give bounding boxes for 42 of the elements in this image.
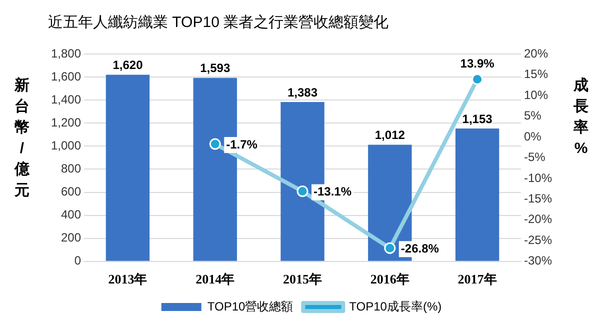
y-tick-label: 400 <box>61 208 82 222</box>
x-tick-label: 2016年 <box>370 272 410 287</box>
y2-tick-label: -20% <box>524 212 552 226</box>
y-tick-label: 1,600 <box>51 69 82 84</box>
y-tick-label: 1,200 <box>51 115 82 130</box>
y2-tick-label: -5% <box>524 150 546 164</box>
y-tick-label: 600 <box>61 184 82 199</box>
data-label: 1,593 <box>200 61 230 76</box>
x-tick-label: 2017年 <box>458 272 497 287</box>
y-tick-label: 1,800 <box>51 46 82 60</box>
y-tick-label: 1,400 <box>51 92 82 106</box>
y2-axis-title: 成長率% <box>572 76 590 159</box>
data-label: -26.8% <box>400 241 440 256</box>
data-label: -13.1% <box>314 184 352 199</box>
x-tick-label: 2013年 <box>108 272 148 287</box>
y-tick-label: 1,000 <box>51 138 82 152</box>
data-label: 13.9% <box>460 56 495 71</box>
y2-tick-label: -15% <box>524 191 552 206</box>
y2-tick-label: 0% <box>524 129 542 144</box>
y-tick-label: 200 <box>61 230 82 245</box>
bar <box>106 74 150 261</box>
y-axis-title: 新台幣/億元 <box>13 76 30 201</box>
y2-tick-label: 15% <box>524 67 548 82</box>
x-tick-label: 2014年 <box>196 272 235 287</box>
bar <box>455 128 500 261</box>
y2-tick-label: -25% <box>524 232 552 247</box>
x-tick-label: 2015年 <box>283 272 322 287</box>
data-label: 1,383 <box>287 85 318 100</box>
y2-tick-label: -10% <box>524 170 552 185</box>
y-tick-label: 800 <box>61 162 82 176</box>
legend-label: TOP10成長率(%) <box>349 299 442 314</box>
y-tick-label: 0 <box>74 254 82 268</box>
data-label: 1,012 <box>374 128 406 142</box>
chart-title: 近五年人纖紡織業 TOP10 業者之行業營收總額變化 <box>48 14 389 32</box>
y2-tick-label: -30% <box>524 254 552 268</box>
data-label: 1,620 <box>112 58 144 72</box>
legend-label: TOP10營收總額 <box>207 299 294 314</box>
y2-tick-label: 10% <box>524 88 548 102</box>
data-label: 1,153 <box>462 112 493 126</box>
data-label: -1.7% <box>226 137 258 152</box>
y2-tick-label: 5% <box>524 108 542 123</box>
y2-tick-label: 20% <box>524 46 548 60</box>
